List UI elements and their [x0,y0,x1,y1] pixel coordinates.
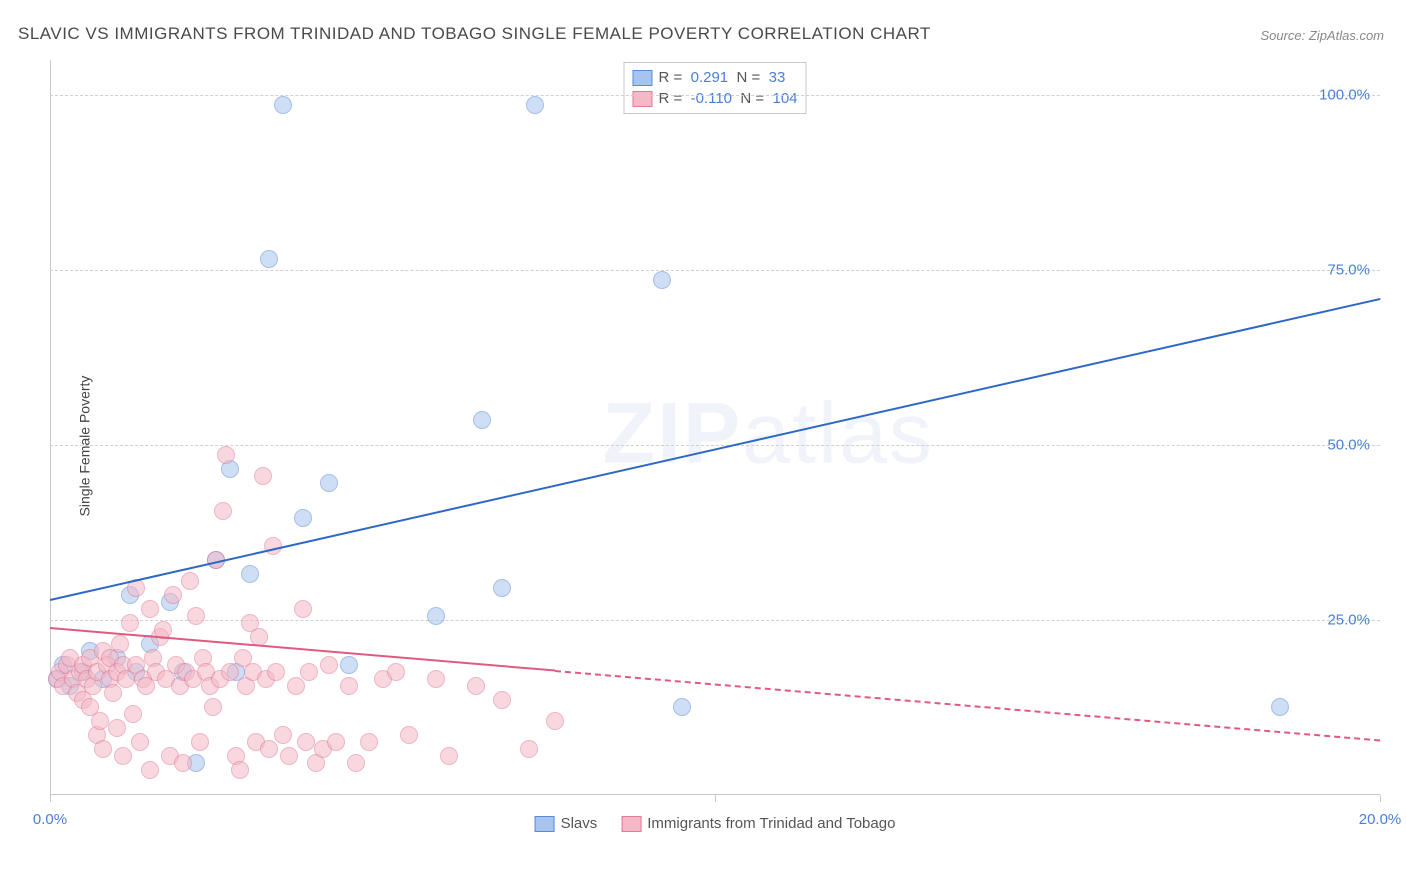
x-tick [1380,795,1381,802]
data-point [124,705,142,723]
data-point [241,565,259,583]
gridline [50,445,1380,446]
data-point [340,677,358,695]
legend-swatch [535,816,555,832]
data-point [467,677,485,695]
scatter-plot: ZIPatlas R = 0.291 N = 33 R = -0.110 N = … [50,60,1380,840]
data-point [181,572,199,590]
data-point [141,761,159,779]
data-point [546,712,564,730]
data-point [427,607,445,625]
legend-item: Slavs [535,815,598,832]
data-point [191,733,209,751]
trend-line [50,298,1380,601]
y-tick-label: 25.0% [1327,612,1370,629]
data-point [131,733,149,751]
data-point [108,719,126,737]
data-point [164,586,182,604]
data-point [104,684,122,702]
data-point [327,733,345,751]
data-point [111,635,129,653]
data-point [340,656,358,674]
data-point [274,726,292,744]
x-tick-label: 0.0% [33,811,67,828]
data-point [520,740,538,758]
data-point [274,96,292,114]
data-point [320,474,338,492]
data-point [427,670,445,688]
data-point [300,663,318,681]
data-point [347,754,365,772]
data-point [493,579,511,597]
data-point [287,677,305,695]
legend-label: Slavs [561,815,598,832]
data-point [114,747,132,765]
data-point [91,712,109,730]
source-attribution: Source: ZipAtlas.com [1260,28,1384,43]
data-point [187,607,205,625]
data-point [653,271,671,289]
legend-item: Immigrants from Trinidad and Tobago [621,815,895,832]
data-point [400,726,418,744]
data-point [214,502,232,520]
data-point [267,663,285,681]
data-point [387,663,405,681]
legend-swatch [621,816,641,832]
legend-label: Immigrants from Trinidad and Tobago [647,815,895,832]
data-point [174,754,192,772]
data-point [260,250,278,268]
legend-swatch [632,70,652,86]
data-point [440,747,458,765]
data-point [320,656,338,674]
y-tick-label: 50.0% [1327,437,1370,454]
legend-stats: R = 0.291 N = 33 [658,69,785,86]
legend-swatch [632,91,652,107]
gridline [50,270,1380,271]
x-tick-label: 20.0% [1359,811,1402,828]
data-point [294,509,312,527]
data-point [297,733,315,751]
data-point [141,600,159,618]
watermark: ZIPatlas [602,385,933,484]
y-tick-label: 75.0% [1327,262,1370,279]
x-tick [50,795,51,802]
y-tick-label: 100.0% [1319,87,1370,104]
data-point [1271,698,1289,716]
data-point [254,467,272,485]
data-point [204,698,222,716]
data-point [493,691,511,709]
gridline [50,95,1380,96]
chart-title: SLAVIC VS IMMIGRANTS FROM TRINIDAD AND T… [18,24,931,44]
data-point [360,733,378,751]
data-point [217,446,235,464]
data-point [526,96,544,114]
legend-stats: R = -0.110 N = 104 [658,90,797,107]
data-point [231,761,249,779]
legend-row: R = -0.110 N = 104 [632,88,797,109]
data-point [121,614,139,632]
data-point [473,411,491,429]
legend-row: R = 0.291 N = 33 [632,67,797,88]
series-legend: Slavs Immigrants from Trinidad and Tobago [535,815,896,832]
data-point [221,663,239,681]
data-point [280,747,298,765]
correlation-legend: R = 0.291 N = 33 R = -0.110 N = 104 [623,62,806,114]
data-point [294,600,312,618]
data-point [94,740,112,758]
data-point [673,698,691,716]
data-point [260,740,278,758]
x-tick [715,795,716,802]
